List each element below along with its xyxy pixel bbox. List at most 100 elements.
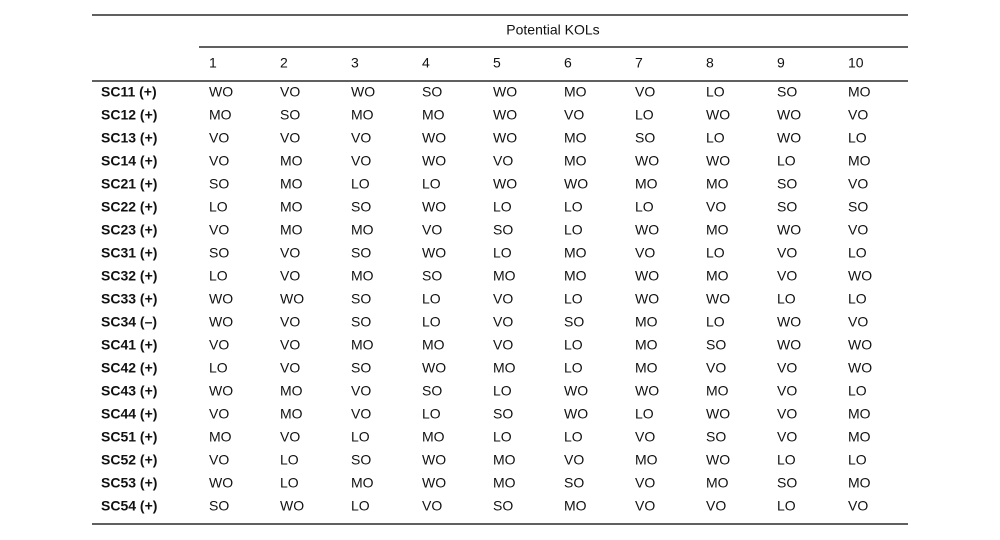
cell: SO <box>564 314 584 330</box>
cell: LO <box>777 153 796 169</box>
cell: SO <box>209 498 229 514</box>
cell: LO <box>280 475 299 491</box>
cell: VO <box>635 245 655 261</box>
cell: MO <box>493 360 516 376</box>
cell: MO <box>280 176 303 192</box>
cell: VO <box>209 452 229 468</box>
cell: VO <box>706 199 726 215</box>
cell: WO <box>706 153 730 169</box>
cell: WO <box>635 222 659 238</box>
row-label: SC33 (+) <box>101 291 157 307</box>
cell: SO <box>777 176 797 192</box>
cell: VO <box>635 475 655 491</box>
row-label: SC44 (+) <box>101 406 157 422</box>
cell: WO <box>280 498 304 514</box>
cell: SO <box>209 245 229 261</box>
cell: WO <box>351 84 375 100</box>
cell: MO <box>564 153 587 169</box>
cell: MO <box>564 498 587 514</box>
cell: MO <box>422 107 445 123</box>
cell: MO <box>706 176 729 192</box>
column-header: 6 <box>564 55 572 71</box>
cell: WO <box>209 84 233 100</box>
row-label: SC13 (+) <box>101 130 157 146</box>
row-label: SC11 (+) <box>101 84 157 100</box>
cell: WO <box>209 383 233 399</box>
row-label: SC21 (+) <box>101 176 157 192</box>
cell: WO <box>422 199 446 215</box>
cell: VO <box>422 498 442 514</box>
row-label: SC51 (+) <box>101 429 157 445</box>
cell: WO <box>635 291 659 307</box>
cell: WO <box>848 337 872 353</box>
cell: VO <box>848 176 868 192</box>
cell: VO <box>706 498 726 514</box>
group-header: Potential KOLs <box>506 22 599 38</box>
cell: WO <box>422 475 446 491</box>
column-header: 5 <box>493 55 501 71</box>
cell: LO <box>848 291 867 307</box>
row-label: SC53 (+) <box>101 475 157 491</box>
cell: WO <box>493 130 517 146</box>
cell: LO <box>848 452 867 468</box>
cell: SO <box>777 199 797 215</box>
cell: MO <box>422 429 445 445</box>
cell: MO <box>280 153 303 169</box>
cell: MO <box>351 337 374 353</box>
cell: MO <box>493 475 516 491</box>
cell: WO <box>635 268 659 284</box>
cell: MO <box>848 406 871 422</box>
cell: SO <box>493 406 513 422</box>
cell: LO <box>209 360 228 376</box>
cell: LO <box>706 314 725 330</box>
cell: WO <box>422 153 446 169</box>
cell: VO <box>848 107 868 123</box>
cell: LO <box>848 130 867 146</box>
cell: LO <box>422 291 441 307</box>
cell: MO <box>209 429 232 445</box>
column-header: 4 <box>422 55 430 71</box>
cell: LO <box>706 245 725 261</box>
row-label: SC12 (+) <box>101 107 157 123</box>
cell: VO <box>280 130 300 146</box>
cell: VO <box>777 268 797 284</box>
cell: MO <box>706 383 729 399</box>
column-header: 7 <box>635 55 643 71</box>
cell: WO <box>422 245 446 261</box>
cell: LO <box>635 406 654 422</box>
cell: VO <box>280 429 300 445</box>
cell: WO <box>564 406 588 422</box>
cell: SO <box>351 291 371 307</box>
cell: SO <box>351 199 371 215</box>
cell: WO <box>848 268 872 284</box>
cell: SO <box>422 268 442 284</box>
cell: SO <box>351 314 371 330</box>
cell: WO <box>493 176 517 192</box>
cell: MO <box>209 107 232 123</box>
cell: MO <box>706 222 729 238</box>
cell: VO <box>209 222 229 238</box>
cell: MO <box>351 475 374 491</box>
cell: WO <box>777 222 801 238</box>
cell: MO <box>848 84 871 100</box>
cell: LO <box>848 245 867 261</box>
row-label: SC54 (+) <box>101 498 157 514</box>
cell: VO <box>777 406 797 422</box>
cell: MO <box>280 222 303 238</box>
cell: LO <box>635 107 654 123</box>
cell: VO <box>848 498 868 514</box>
cell: VO <box>280 268 300 284</box>
cell: VO <box>777 245 797 261</box>
column-header: 3 <box>351 55 359 71</box>
cell: MO <box>848 475 871 491</box>
cell: WO <box>564 176 588 192</box>
cell: VO <box>848 314 868 330</box>
cell: SO <box>777 475 797 491</box>
cell: MO <box>706 268 729 284</box>
cell: SO <box>351 452 371 468</box>
cell: SO <box>351 360 371 376</box>
cell: WO <box>635 153 659 169</box>
cell: VO <box>209 337 229 353</box>
cell: MO <box>635 337 658 353</box>
